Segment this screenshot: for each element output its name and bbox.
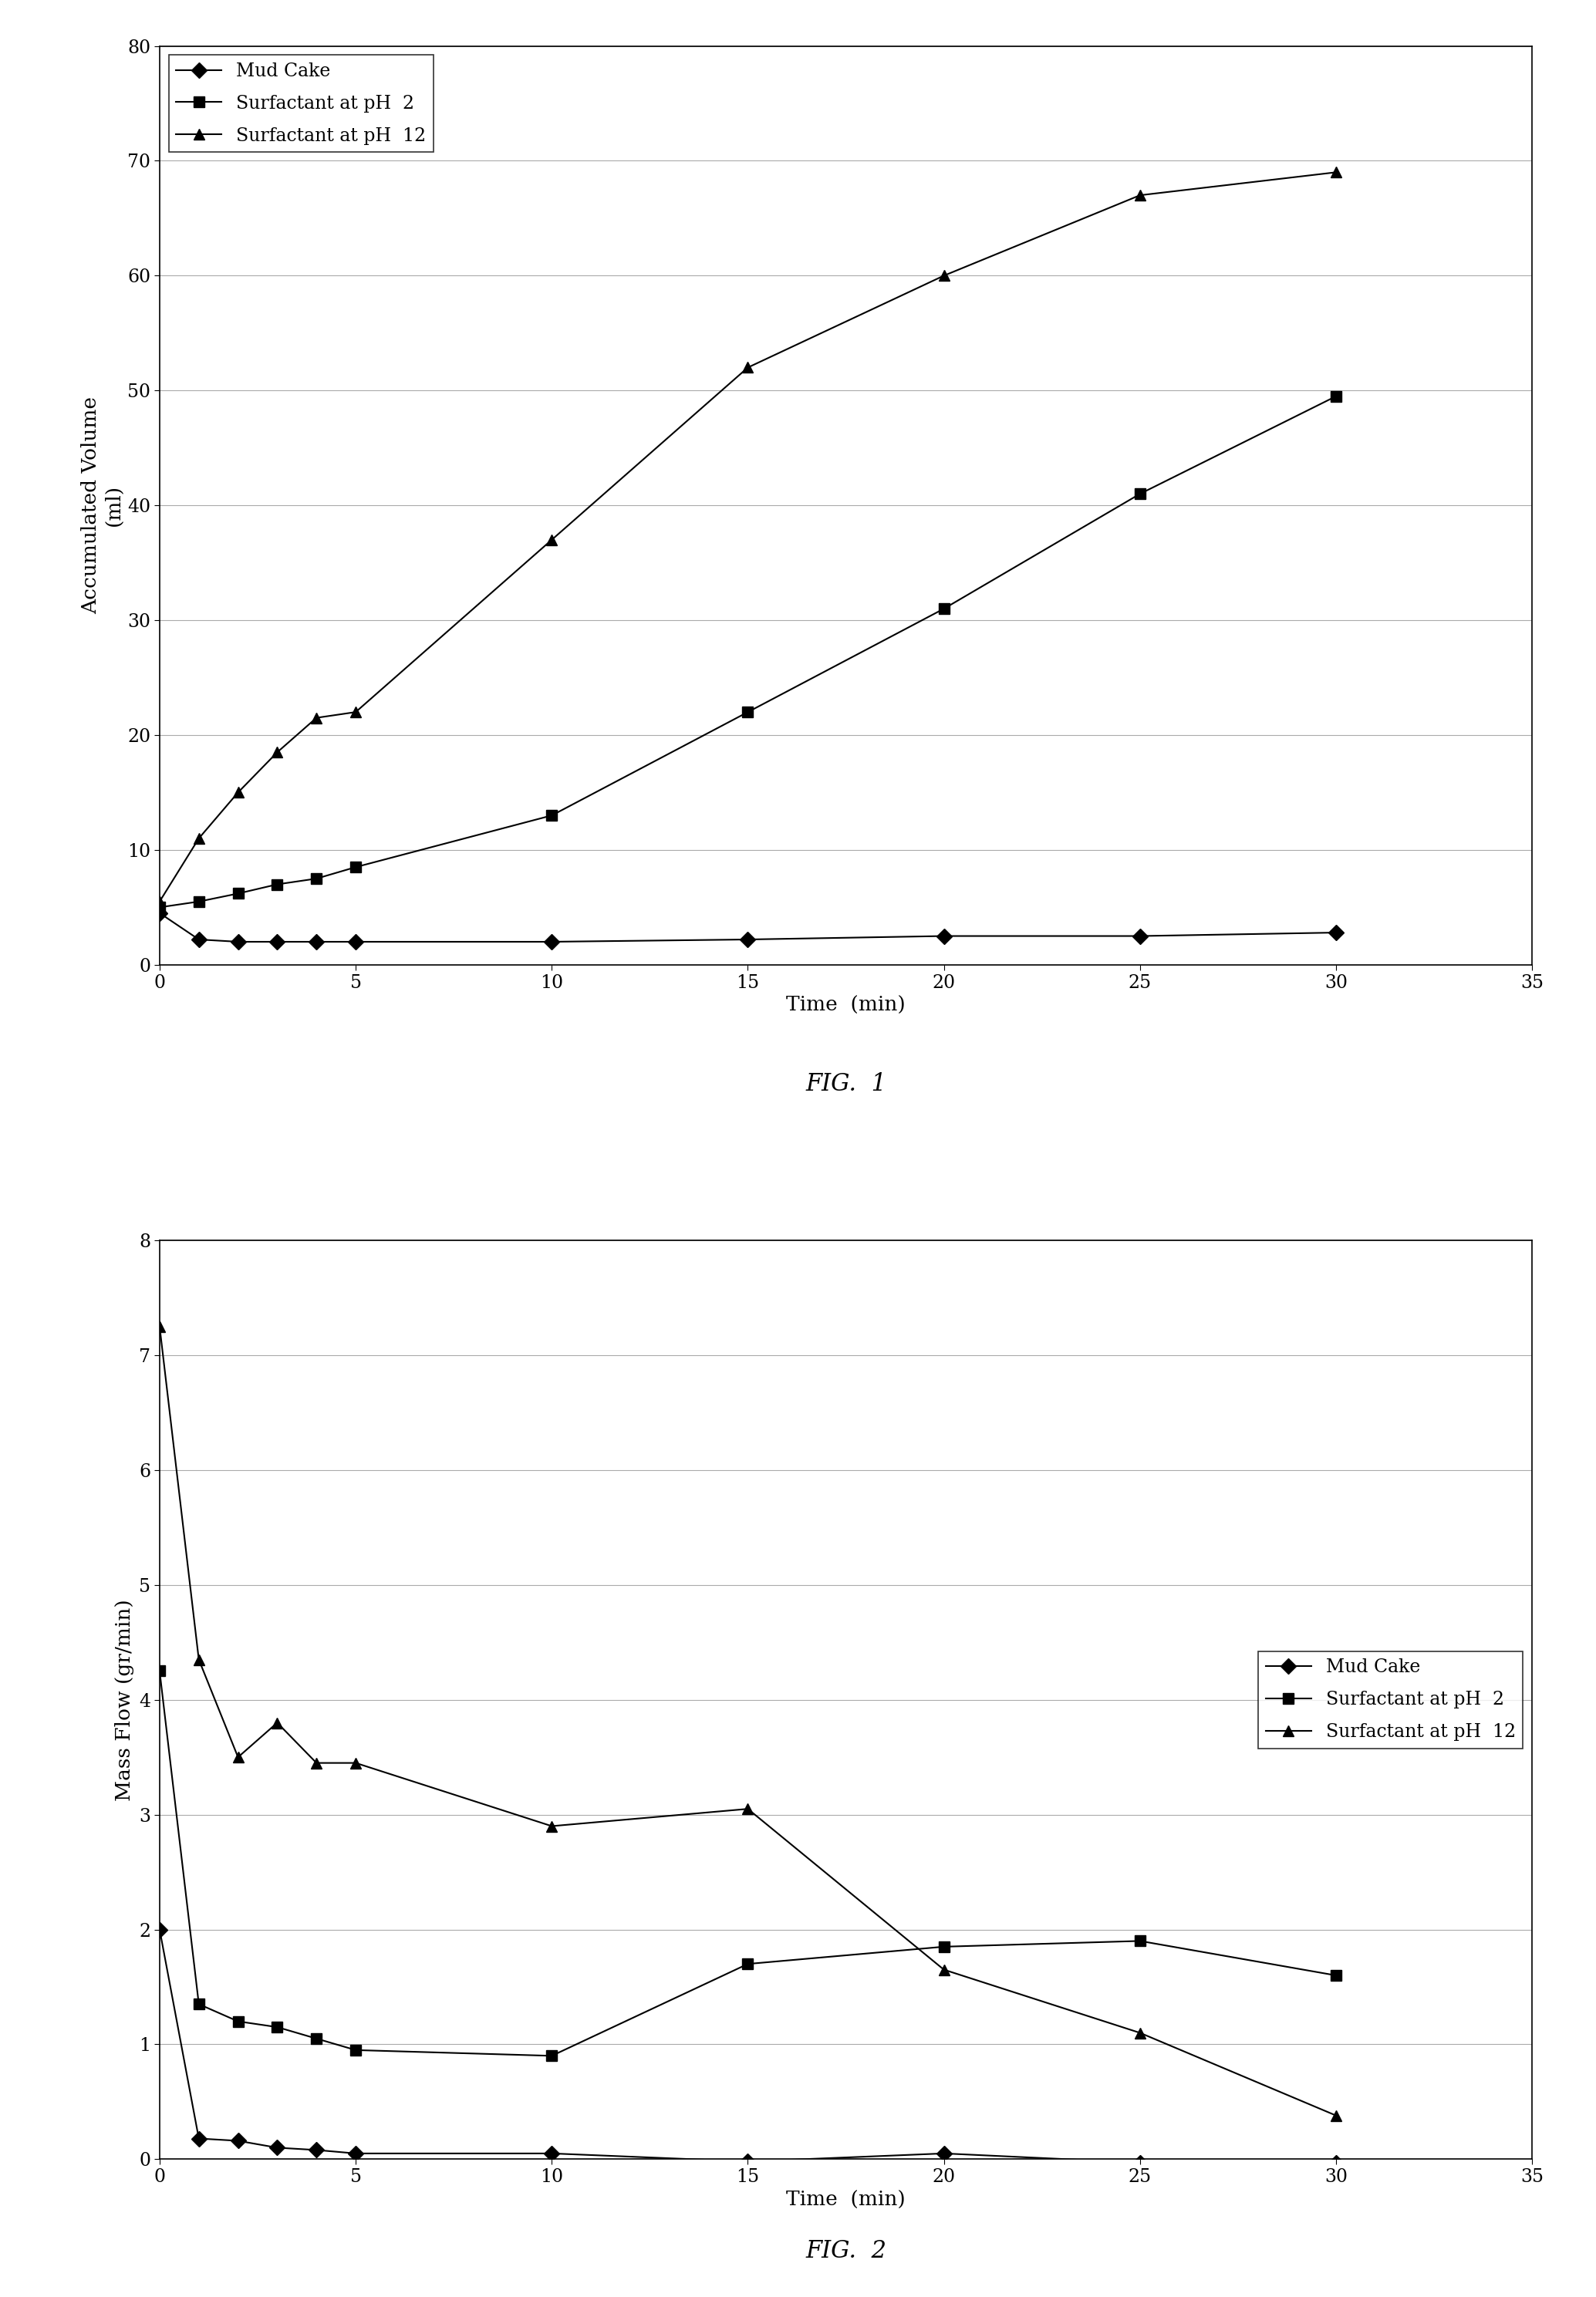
Mud Cake	[306, 928, 326, 956]
Mud Cake	[934, 2141, 953, 2168]
Surfactant at pH  2	[306, 866, 326, 894]
Line: Surfactant at pH  2: Surfactant at pH 2	[155, 1665, 1341, 2060]
Y-axis label: Mass Flow (gr/min): Mass Flow (gr/min)	[115, 1599, 134, 1801]
Text: FIG.  1: FIG. 1	[806, 1073, 886, 1096]
Surfactant at pH  2	[1326, 1962, 1345, 1989]
Surfactant at pH  12	[190, 1647, 209, 1675]
Mud Cake	[346, 928, 365, 956]
Legend: Mud Cake, Surfactant at pH  2, Surfactant at pH  12: Mud Cake, Surfactant at pH 2, Surfactant…	[1258, 1652, 1523, 1748]
Mud Cake	[228, 2127, 247, 2155]
Mud Cake	[268, 2134, 287, 2161]
Surfactant at pH  12	[543, 1812, 562, 1840]
Surfactant at pH  12	[306, 703, 326, 730]
Surfactant at pH  12	[228, 779, 247, 806]
Line: Surfactant at pH  2: Surfactant at pH 2	[155, 390, 1341, 912]
Surfactant at pH  12	[1130, 2019, 1149, 2047]
Mud Cake	[346, 2141, 365, 2168]
Surfactant at pH  12	[346, 698, 365, 726]
Surfactant at pH  12	[268, 1709, 287, 1737]
Legend: Mud Cake, Surfactant at pH  2, Surfactant at pH  12: Mud Cake, Surfactant at pH 2, Surfactant…	[169, 55, 434, 152]
Mud Cake	[1130, 923, 1149, 951]
Surfactant at pH  12	[1326, 158, 1345, 186]
Mud Cake	[228, 928, 247, 956]
X-axis label: Time  (min): Time (min)	[787, 997, 905, 1015]
Surfactant at pH  2	[543, 2042, 562, 2070]
Line: Surfactant at pH  12: Surfactant at pH 12	[155, 168, 1341, 907]
Line: Surfactant at pH  12: Surfactant at pH 12	[155, 1321, 1341, 2120]
Surfactant at pH  2	[150, 894, 169, 921]
Surfactant at pH  2	[543, 802, 562, 829]
Surfactant at pH  2	[268, 2012, 287, 2042]
Surfactant at pH  2	[739, 698, 758, 726]
Surfactant at pH  12	[934, 1957, 953, 1985]
Mud Cake	[739, 2148, 758, 2175]
Mud Cake	[543, 2141, 562, 2168]
Surfactant at pH  12	[306, 1750, 326, 1778]
Mud Cake	[1130, 2150, 1149, 2178]
Mud Cake	[1326, 2150, 1345, 2178]
Surfactant at pH  2	[190, 1989, 209, 2019]
Surfactant at pH  2	[306, 2026, 326, 2054]
Mud Cake	[268, 928, 287, 956]
Mud Cake	[1326, 919, 1345, 946]
Surfactant at pH  12	[1326, 2102, 1345, 2129]
Surfactant at pH  12	[739, 354, 758, 381]
Surfactant at pH  2	[346, 854, 365, 882]
Surfactant at pH  12	[739, 1796, 758, 1824]
Mud Cake	[190, 926, 209, 953]
Surfactant at pH  12	[190, 825, 209, 852]
Surfactant at pH  2	[934, 595, 953, 622]
Line: Mud Cake: Mud Cake	[155, 1925, 1341, 2168]
Surfactant at pH  2	[190, 889, 209, 917]
Mud Cake	[934, 923, 953, 951]
Surfactant at pH  2	[346, 2037, 365, 2065]
Mud Cake	[190, 2125, 209, 2152]
Surfactant at pH  2	[739, 1950, 758, 1978]
Surfactant at pH  12	[1130, 181, 1149, 209]
Line: Mud Cake: Mud Cake	[155, 907, 1341, 946]
Surfactant at pH  2	[1130, 480, 1149, 508]
Surfactant at pH  2	[228, 2008, 247, 2035]
Surfactant at pH  2	[934, 1934, 953, 1962]
Mud Cake	[543, 928, 562, 956]
Surfactant at pH  12	[934, 262, 953, 289]
Mud Cake	[739, 926, 758, 953]
Text: FIG.  2: FIG. 2	[806, 2240, 886, 2263]
Surfactant at pH  2	[1326, 381, 1345, 409]
Surfactant at pH  12	[543, 526, 562, 554]
Mud Cake	[150, 898, 169, 926]
Surfactant at pH  12	[228, 1743, 247, 1771]
Surfactant at pH  12	[150, 1314, 169, 1341]
Surfactant at pH  12	[268, 740, 287, 767]
Surfactant at pH  12	[346, 1750, 365, 1778]
Surfactant at pH  2	[228, 880, 247, 907]
Surfactant at pH  12	[150, 889, 169, 917]
Surfactant at pH  2	[268, 871, 287, 898]
Surfactant at pH  2	[150, 1658, 169, 1686]
Mud Cake	[306, 2136, 326, 2164]
X-axis label: Time  (min): Time (min)	[787, 2191, 905, 2210]
Mud Cake	[150, 1916, 169, 1943]
Surfactant at pH  2	[1130, 1927, 1149, 1955]
Y-axis label: Accumulated Volume
(ml): Accumulated Volume (ml)	[81, 397, 123, 613]
